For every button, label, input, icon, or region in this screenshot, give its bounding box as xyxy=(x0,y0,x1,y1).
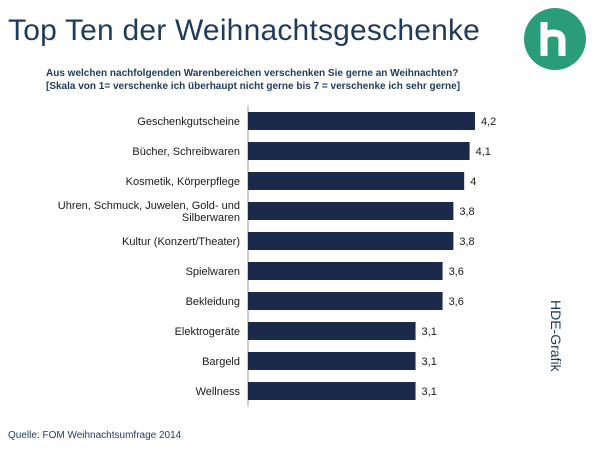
subtitle-line-2: [Skala von 1= verschenke ich überhaupt n… xyxy=(46,81,461,92)
bar xyxy=(248,142,470,160)
bar xyxy=(248,322,416,340)
category-label: Elektrogeräte xyxy=(175,326,240,338)
category-label: Kosmetik, Körperpflege xyxy=(126,176,240,188)
hde-logo-icon xyxy=(524,8,586,70)
category-label: Uhren, Schmuck, Juwelen, Gold- und xyxy=(58,200,240,212)
bar xyxy=(248,112,475,130)
source-note: Quelle: FOM Weihnachtsumfrage 2014 xyxy=(8,430,182,441)
category-label: Kultur (Konzert/Theater) xyxy=(122,236,240,248)
bar xyxy=(248,382,416,400)
logo-glyph xyxy=(540,22,566,56)
bar xyxy=(248,172,465,190)
page-title: Top Ten der Weihnachtsgeschenke xyxy=(8,14,481,47)
category-label: Silberwaren xyxy=(182,212,240,224)
value-label: 4,2 xyxy=(481,116,496,128)
chart-subtitle: Aus welchen nachfolgenden Warenbereichen… xyxy=(46,67,460,93)
bar xyxy=(248,202,454,220)
category-label: Geschenkgutscheine xyxy=(137,116,240,128)
category-label: Bücher, Schreibwaren xyxy=(132,146,240,158)
value-label: 3,8 xyxy=(459,236,474,248)
value-label: 4 xyxy=(470,176,476,188)
category-label: Bargeld xyxy=(202,356,240,368)
bar xyxy=(248,352,416,370)
value-label: 3,6 xyxy=(449,296,464,308)
value-label: 3,6 xyxy=(449,266,464,278)
category-label: Wellness xyxy=(196,386,241,398)
value-label: 4,1 xyxy=(476,146,491,158)
logo-circle xyxy=(524,8,586,70)
category-label: Spielwaren xyxy=(186,266,240,278)
value-label: 3,8 xyxy=(459,206,474,218)
category-label: Bekleidung xyxy=(186,296,240,308)
bar xyxy=(248,292,443,310)
value-label: 3,1 xyxy=(422,356,437,368)
hde-grafik-label: HDE-Grafik xyxy=(548,300,564,372)
bar xyxy=(248,232,454,250)
value-label: 3,1 xyxy=(422,326,437,338)
value-label: 3,1 xyxy=(422,386,437,398)
bar xyxy=(248,262,443,280)
bar-chart: 4,2 Geschenkgutscheine 4,1 Bücher, Schreibw… xyxy=(58,106,496,406)
subtitle-line-1: Aus welchen nachfolgenden Warenbereichen… xyxy=(46,68,459,79)
